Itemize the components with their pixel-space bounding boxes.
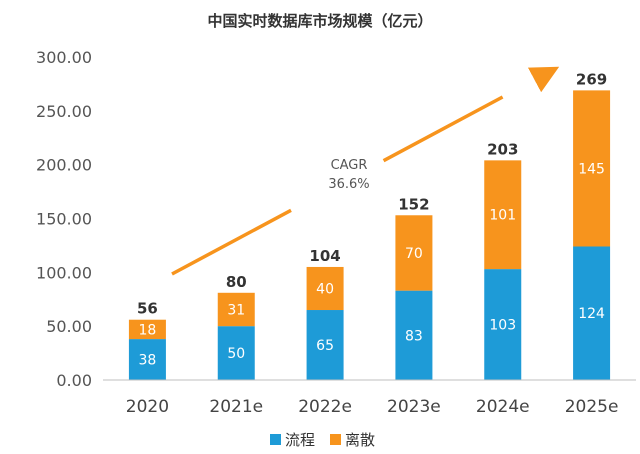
- bar-value-label: 70: [405, 246, 423, 262]
- bar-total-label: 80: [226, 273, 247, 291]
- bar-value-label: 124: [578, 306, 605, 322]
- bar-value-label: 83: [405, 328, 423, 344]
- bar-segment-discrete: [573, 90, 611, 247]
- bar-segment-process: [306, 310, 344, 380]
- x-tick-label: 2021e: [209, 397, 263, 417]
- x-tick-label: 2025e: [565, 397, 619, 417]
- cagr-label: CAGR: [331, 158, 368, 173]
- y-tick-label: 100.00: [36, 263, 92, 282]
- y-tick-label: 250.00: [36, 102, 92, 121]
- y-tick-label: 300.00: [36, 48, 92, 67]
- bar-segment-process: [484, 269, 522, 380]
- bar-value-label: 50: [227, 346, 245, 362]
- bar-total-label: 269: [576, 70, 607, 88]
- legend-label: 离散: [345, 431, 375, 449]
- legend-label: 流程: [285, 431, 315, 449]
- bar-value-label: 38: [139, 353, 157, 369]
- bar-value-label: 65: [316, 338, 334, 354]
- bar-value-label: 101: [489, 208, 516, 224]
- x-tick-label: 2020: [126, 397, 169, 417]
- bar-segment-process: [217, 326, 255, 380]
- legend: 流程 离散: [270, 431, 375, 449]
- bar-segment-discrete: [128, 319, 166, 340]
- bar-segment-discrete: [395, 215, 433, 291]
- cagr-value: 36.6%: [328, 177, 369, 192]
- legend-swatch: [270, 434, 281, 445]
- bar-value-label: 40: [316, 281, 334, 297]
- bar-total-label: 152: [398, 195, 429, 213]
- y-axis: 0.00 50.00 100.00 150.00 200.00 250.00 300.00: [36, 48, 92, 390]
- x-axis: 2020 2021e 2022e 2023e 2024e 2025e: [126, 397, 619, 417]
- x-tick-label: 2022e: [298, 397, 352, 417]
- bar-total-label: 104: [309, 247, 340, 265]
- bar-segment-discrete: [484, 160, 522, 270]
- y-tick-label: 50.00: [46, 317, 92, 336]
- bar-value-label: 145: [578, 161, 605, 177]
- bars: 38 18 56 50 31 80 65 40 104 83 70 152 103 101 203 124 14…: [128, 70, 611, 380]
- bar-total-label: 56: [137, 300, 158, 318]
- x-tick-label: 2024e: [476, 397, 530, 417]
- bar-segment-process: [573, 246, 611, 380]
- y-tick-label: 0.00: [56, 371, 92, 390]
- bar-segment-discrete: [217, 292, 255, 327]
- bar-segment-discrete: [306, 266, 344, 311]
- legend-swatch: [330, 434, 341, 445]
- bar-value-label: 18: [139, 322, 157, 338]
- cagr-arrow: [171, 66, 560, 276]
- bar-total-label: 203: [487, 140, 518, 158]
- bar-segment-process: [128, 339, 166, 380]
- y-tick-label: 200.00: [36, 156, 92, 175]
- x-tick-label: 2023e: [387, 397, 441, 417]
- bar-value-label: 31: [227, 302, 245, 318]
- bar-segment-process: [395, 290, 433, 380]
- bar-value-label: 103: [489, 318, 516, 334]
- y-tick-label: 150.00: [36, 210, 92, 229]
- chart-title: 中国实时数据库市场规模（亿元）: [207, 12, 432, 30]
